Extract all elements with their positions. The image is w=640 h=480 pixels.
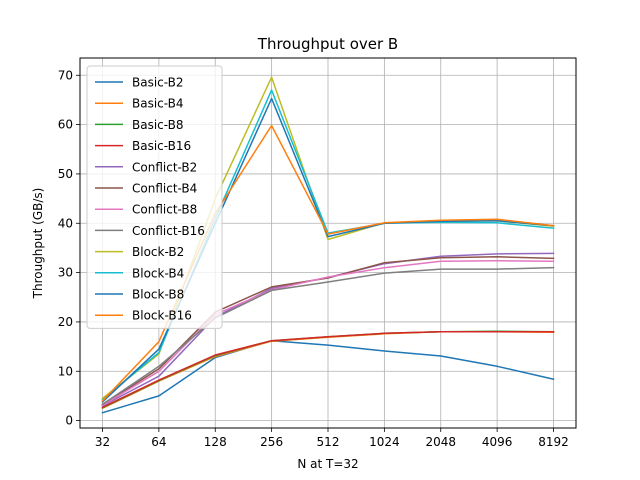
y-axis-label: Throughput (GB/s) xyxy=(31,188,45,300)
y-tick-label: 30 xyxy=(58,266,73,280)
y-tick-label: 20 xyxy=(58,315,73,329)
legend-entry-basic-b4: Basic-B4 xyxy=(132,97,184,111)
x-tick-label: 64 xyxy=(151,435,166,449)
x-tick-label: 256 xyxy=(260,435,283,449)
series-lines xyxy=(101,76,555,414)
series-line-basic-b16 xyxy=(101,331,555,409)
x-tick-label: 8192 xyxy=(538,435,569,449)
y-tick-label: 60 xyxy=(58,118,73,132)
x-tick-label: 2048 xyxy=(425,435,456,449)
x-tick-label: 128 xyxy=(204,435,227,449)
legend-entry-conflict-b2: Conflict-B2 xyxy=(132,160,197,174)
legend: Basic-B2 Basic-B4 Basic-B8 Basic-B16 Conflic… xyxy=(86,65,223,329)
y-axis-ticks: 0 10 20 30 40 50 60 70 xyxy=(58,68,80,428)
x-axis-label: N at T=32 xyxy=(297,457,358,471)
legend-entry-block-b2: Block-B2 xyxy=(132,245,184,259)
legend-entry-basic-b16: Basic-B16 xyxy=(132,139,191,153)
x-tick-label: 4096 xyxy=(482,435,513,449)
legend-entry-block-b4: Block-B4 xyxy=(132,266,184,280)
legend-entry-basic-b8: Basic-B8 xyxy=(132,118,184,132)
x-tick-label: 1024 xyxy=(369,435,400,449)
legend-entry-block-b8: Block-B8 xyxy=(132,288,184,302)
x-tick-label: 32 xyxy=(95,435,110,449)
legend-entry-conflict-b8: Conflict-B8 xyxy=(132,203,197,217)
chart-title: Throughput over B xyxy=(257,35,398,53)
legend-box xyxy=(86,65,223,329)
x-tick-label: 512 xyxy=(317,435,340,449)
y-tick-label: 40 xyxy=(58,216,73,230)
x-axis-ticks: 32 64 128 256 512 1024 2048 4096 8192 xyxy=(95,428,569,449)
y-tick-label: 70 xyxy=(58,68,73,82)
y-tick-label: 50 xyxy=(58,167,73,181)
legend-entry-block-b16: Block-B16 xyxy=(132,309,192,323)
series-line-basic-b2 xyxy=(101,339,555,414)
y-tick-label: 0 xyxy=(65,414,73,428)
series-line-conflict-b16 xyxy=(101,266,555,406)
legend-entry-conflict-b4: Conflict-B4 xyxy=(132,182,197,196)
legend-entry-conflict-b16: Conflict-B16 xyxy=(132,224,205,238)
y-tick-label: 10 xyxy=(58,364,73,378)
series-line-conflict-b8 xyxy=(101,260,555,407)
legend-entry-basic-b2: Basic-B2 xyxy=(132,76,184,90)
